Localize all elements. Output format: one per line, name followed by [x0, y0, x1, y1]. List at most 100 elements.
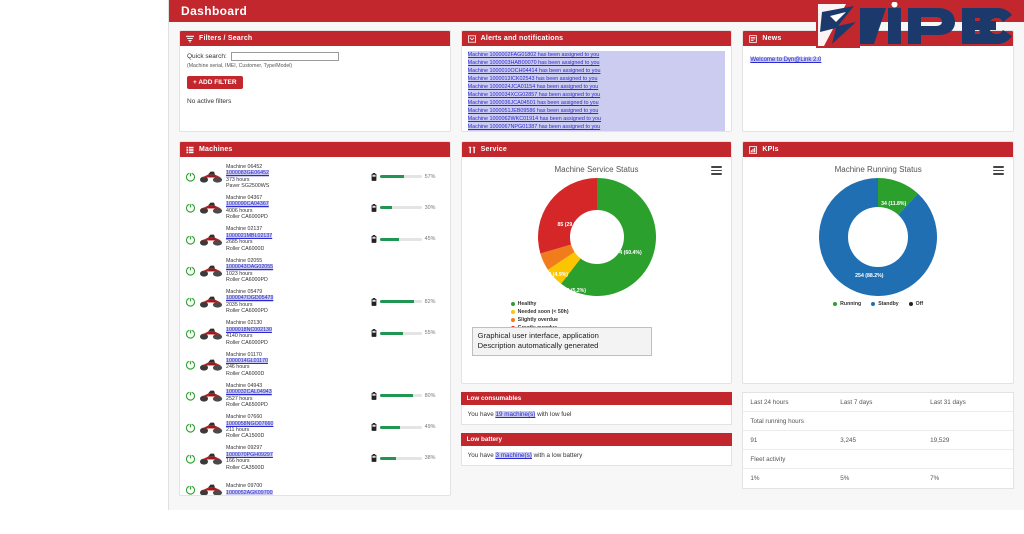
machine-model: Roller CA6000PD [226, 214, 268, 221]
machine-serial-link[interactable]: 1000021MBL02137 [226, 232, 273, 240]
list-item[interactable]: Machine 05479 1000047OGD05479 2035 hours… [180, 286, 450, 317]
hamburger-menu-icon[interactable] [993, 166, 1005, 175]
machine-running-status-donut[interactable]: 34 (11.8%) 254 (88.2%) [819, 178, 938, 296]
machine-serial-link[interactable]: 1000090CA04367 [226, 201, 269, 208]
low-consumables-link[interactable]: 19 machine(s) [495, 411, 536, 418]
machine-info: Machine 05479 1000047OGD05479 2035 hours… [226, 289, 368, 315]
low-battery-text-after: with a low battery [531, 452, 583, 459]
power-icon[interactable] [185, 390, 196, 401]
list-item[interactable]: Machine 06452 1000083GE06452 373 hours P… [180, 161, 450, 192]
legend-item[interactable]: Off [908, 301, 924, 307]
low-consumables-header: Low consumables [460, 392, 733, 405]
machine-serial-link[interactable]: 1000052AGK09700 [226, 489, 273, 495]
quick-search-hint: (Machine serial, IMEI, Customer, Type/Mo… [187, 63, 293, 69]
legend-item[interactable]: Healthy [510, 301, 573, 307]
legend-item[interactable]: Slightly overdue [510, 317, 573, 323]
alert-item[interactable]: Machine 1000002FAG01802 has been assigne… [467, 51, 726, 59]
list-item[interactable]: Machine 09297 1000070PGH09297 166 hours … [180, 443, 450, 474]
battery-icon [371, 454, 377, 463]
list-item[interactable]: Machine 07660 1000058NGO07660 211 hours … [180, 411, 450, 442]
list-item[interactable]: Machine 04367 1000090CA04367 4006 hours … [180, 192, 450, 223]
battery-icon [371, 172, 377, 181]
power-icon[interactable] [185, 453, 196, 464]
machine-serial-link[interactable]: 1000070PGH09297 [226, 451, 273, 459]
add-filter-button[interactable]: + ADD FILTER [187, 76, 243, 89]
alert-item[interactable]: Machine 1000051JEB09586 has been assigne… [467, 107, 726, 115]
alert-item[interactable]: Machine 1000024JCA01154 has been assigne… [467, 83, 726, 91]
roller-machine-icon [200, 296, 223, 308]
machine-model: Paver SG2500WS [226, 183, 270, 190]
machines-list[interactable]: Machine 06452 1000083GE06452 373 hours P… [180, 157, 450, 495]
alert-item[interactable]: Machine 1000003HAB00070 has been assigne… [467, 59, 726, 67]
alert-item[interactable]: Machine 1000013ICK02543 has been assigne… [467, 75, 726, 83]
legend-item[interactable]: Needed soon (< 50h) [510, 309, 573, 315]
machine-info: Machine 02137 1000021MBL02137 2685 hours… [226, 226, 368, 252]
legend-label: Needed soon (< 50h) [517, 309, 569, 315]
legend-item[interactable]: Running [833, 301, 861, 307]
battery-percent: 57% [424, 173, 436, 180]
machine-model: Roller CA6000PD [226, 308, 268, 315]
quick-search-row: Quick search: [187, 52, 443, 61]
low-battery-link[interactable]: 3 machine(s) [495, 452, 532, 459]
machine-model: Roller CA6000PD [226, 339, 268, 346]
roller-machine-icon [200, 359, 223, 371]
power-icon[interactable] [185, 359, 196, 370]
alert-item[interactable]: Machine 1000036JCA04501 has been assigne… [467, 99, 726, 107]
list-item[interactable]: Machine 02130 1000018NC002130 4140 hours… [180, 317, 450, 348]
battery-percent: 38% [424, 455, 436, 462]
low-battery-text-before: You have [467, 452, 496, 459]
list-item[interactable]: Machine 04943 1000032CAL04943 2527 hours… [180, 380, 450, 411]
alert-item[interactable]: Machine 1000034XCG02857 has been assigne… [467, 91, 726, 99]
kpi-chart-title: Machine Running Status [834, 165, 922, 174]
power-icon[interactable] [185, 234, 196, 245]
dashboard-content: Filters / Search Quick search: (Machine … [169, 22, 1024, 534]
table-cell: 19,529 [930, 436, 950, 444]
battery-bar [379, 331, 422, 335]
filter-icon [186, 35, 194, 43]
service-panel: Service Machine Service Status 174 (60.4… [460, 141, 733, 384]
search-input[interactable] [230, 52, 339, 61]
tooltip-line-1: Graphical user interface, application [477, 331, 599, 340]
low-battery-body: You have 3 machine(s) with a low battery [460, 446, 733, 466]
power-icon[interactable] [185, 484, 196, 495]
list-item[interactable]: Machine 02137 1000021MBL02137 2685 hours… [180, 224, 450, 255]
machine-serial-link[interactable]: 1000043OAG02055 [226, 264, 274, 271]
machine-model: Roller CA3500D [226, 464, 265, 471]
machine-hours: 4006 hours [226, 207, 253, 214]
service-title: Service [480, 146, 507, 153]
power-icon[interactable] [185, 202, 196, 214]
battery-indicator: 82% [371, 297, 445, 306]
machine-service-status-donut[interactable]: 174 (60.4%) 85 (29.5%) 14 (4.9%) 15 (5.2%) [537, 178, 656, 296]
kpis-header: KPIs [743, 142, 1014, 157]
machine-serial-link[interactable]: 1000014GL01170 [226, 357, 269, 365]
machine-hours: 2685 hours [226, 239, 253, 246]
service-header: Service [461, 142, 732, 157]
battery-icon [371, 391, 377, 400]
list-item[interactable]: Machine 09700 1000052AGK09700 [180, 474, 450, 495]
legend-item[interactable]: Standby [871, 301, 899, 307]
battery-indicator: 38% [371, 454, 445, 463]
machine-serial-link[interactable]: 1000083GE06452 [226, 170, 270, 177]
table-cell: 7% [930, 475, 940, 482]
machines-column: Machines Machine 06452 1000083GE06452 37… [179, 141, 451, 534]
power-icon[interactable] [185, 422, 196, 433]
machine-serial-link[interactable]: 1000047OGD05479 [226, 295, 274, 302]
roller-machine-icon [200, 453, 223, 465]
machine-serial-link[interactable]: 1000032CAL04943 [226, 389, 272, 396]
power-icon[interactable] [185, 171, 196, 182]
list-item[interactable]: Machine 01170 1000014GL01170 246 hours R… [180, 349, 450, 380]
alert-item[interactable]: Machine 1000067NPG01387 has been assigne… [467, 123, 726, 131]
alert-item[interactable]: Machine 1000062WKC01914 has been assigne… [467, 115, 726, 123]
alert-item[interactable]: Machine 1000010OCH04414 has been assigne… [467, 67, 726, 75]
power-icon[interactable] [185, 265, 196, 276]
list-item[interactable]: Machine 02055 1000043OAG02055 1023 hours… [180, 255, 450, 286]
machine-serial-link[interactable]: 1000018NC002130 [226, 326, 272, 334]
legend-label: Off [915, 301, 924, 307]
machine-info: Machine 02055 1000043OAG02055 1023 hours… [226, 258, 368, 284]
power-icon[interactable] [185, 328, 196, 339]
machine-serial-link[interactable]: 1000058NGO07660 [226, 420, 274, 428]
power-icon[interactable] [185, 296, 196, 307]
news-title: News [762, 35, 782, 42]
news-item[interactable]: Welcome to Dyn@Link 2.0 [750, 57, 822, 63]
hamburger-menu-icon[interactable] [711, 166, 723, 175]
